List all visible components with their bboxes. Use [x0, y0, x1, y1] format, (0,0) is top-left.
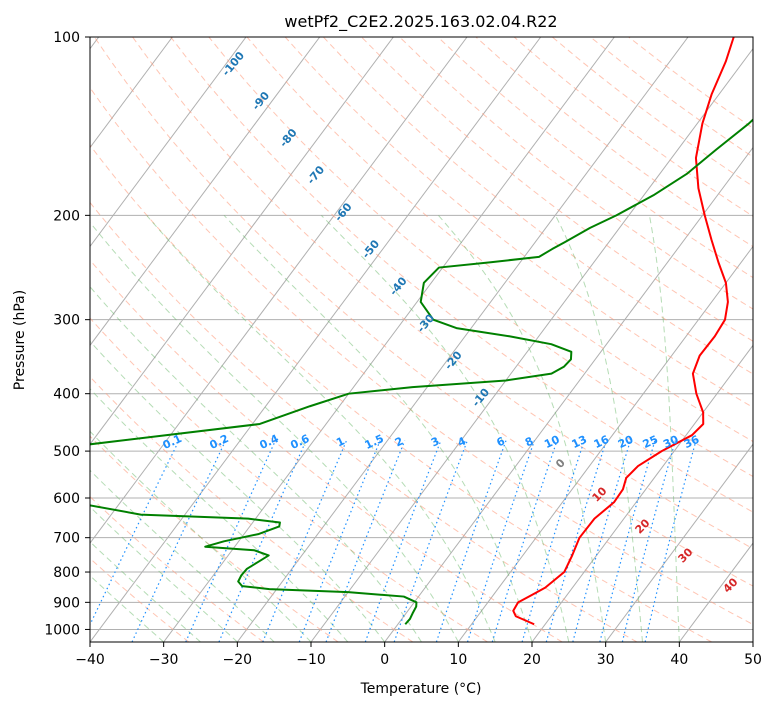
isotherm-line — [605, 443, 753, 642]
moist-adiabat — [90, 221, 459, 642]
moist-adiabat — [223, 214, 533, 642]
moist-adiabat — [321, 214, 570, 642]
dry-adiabat — [90, 144, 712, 642]
y-tick-label: 700 — [53, 531, 80, 547]
x-tick-label: −40 — [75, 652, 105, 668]
y-axis-title: Pressure (hPa) — [12, 290, 28, 390]
y-tick-label: 900 — [53, 595, 80, 611]
dry-adiabat — [361, 37, 753, 342]
isotherm-line — [163, 37, 615, 642]
dry-adiabat — [90, 376, 414, 642]
mixing-ratio-label: 20 — [616, 433, 636, 451]
isotherm-line — [90, 37, 542, 642]
x-tick-label: 40 — [670, 652, 688, 668]
dry-adiabat — [90, 259, 563, 642]
dry-adiabat — [399, 37, 753, 310]
isotherm-line — [457, 245, 753, 642]
x-tick-label: 30 — [597, 652, 615, 668]
mixing-ratio-label: 13 — [570, 433, 589, 451]
mixing-ratio-line — [393, 440, 468, 642]
plot-frame — [89, 36, 754, 643]
moist-adiabat — [438, 215, 607, 642]
mixing-ratio-label: 25 — [641, 433, 660, 451]
dry-adiabat — [93, 37, 753, 587]
moist-adiabat — [90, 506, 238, 642]
dry-adiabat — [132, 37, 753, 550]
x-tick-label: −20 — [223, 652, 253, 668]
isotherm-line — [384, 146, 753, 642]
background-lines — [90, 37, 753, 642]
mixing-ratio-line — [364, 440, 442, 642]
moist-adiabat — [90, 430, 312, 642]
x-axis-title: Temperature (°C) — [360, 681, 482, 697]
y-tick-label: 1000 — [44, 622, 80, 638]
isotherm-line — [90, 37, 321, 347]
x-tick-label: 20 — [523, 652, 541, 668]
mixing-ratio-line — [435, 440, 507, 642]
isotherm-line — [90, 37, 468, 544]
mixing-ratio-line — [90, 440, 180, 627]
axes: −40 −30 −20 −10 0 10 20 30 40 50 100 200 300 400 500 60… — [44, 30, 762, 668]
temperature-profile — [512, 37, 735, 626]
isotherm-line — [90, 37, 173, 149]
mixing-ratio-line — [491, 440, 558, 642]
moist-adiabat — [90, 340, 386, 642]
chart-title: wetPf2_C2E2.2025.163.02.04.R22 — [284, 12, 557, 32]
x-tick-label: −10 — [296, 652, 326, 668]
mixing-ratio-label: 30 — [661, 433, 681, 451]
dry-adiabat — [170, 37, 753, 513]
x-tick-label: −30 — [149, 652, 179, 668]
mixing-ratio-line — [262, 440, 348, 642]
x-tick-label: 50 — [744, 652, 762, 668]
dewpoint-profile — [90, 118, 753, 625]
isotherm-line — [90, 37, 247, 248]
isotherm-line — [310, 47, 753, 642]
moist-adiabat — [648, 215, 680, 642]
moist-adiabat — [90, 285, 422, 642]
moist-adiabat — [146, 215, 496, 642]
y-tick-label: 800 — [53, 565, 80, 581]
x-tick-label: 0 — [380, 652, 389, 668]
dry-adiabat — [208, 37, 753, 478]
y-tick-label: 600 — [53, 491, 80, 507]
mixing-ratio-label: 36 — [682, 433, 702, 451]
moist-adiabat — [554, 215, 643, 642]
moist-adiabat — [90, 469, 275, 642]
isotherm-line — [531, 344, 753, 642]
y-tick-label: 200 — [53, 208, 80, 224]
y-tick-label: 500 — [53, 444, 80, 460]
profile-lines — [90, 37, 753, 626]
mixing-ratio-label: 16 — [592, 433, 612, 451]
isotherm-line — [90, 37, 394, 446]
y-tick-label: 100 — [53, 30, 80, 46]
mixing-ratio-line — [298, 440, 381, 642]
y-tick-label: 400 — [53, 387, 80, 403]
dry-adiabat — [90, 201, 638, 642]
x-tick-label: 10 — [449, 652, 467, 668]
mixing-ratio-line — [466, 440, 535, 642]
moist-adiabat — [90, 388, 349, 642]
isotherm-line — [236, 37, 689, 642]
dry-adiabat — [90, 86, 753, 626]
y-tick-label: 300 — [53, 313, 80, 329]
mixing-ratio-label: 10 — [542, 433, 562, 451]
